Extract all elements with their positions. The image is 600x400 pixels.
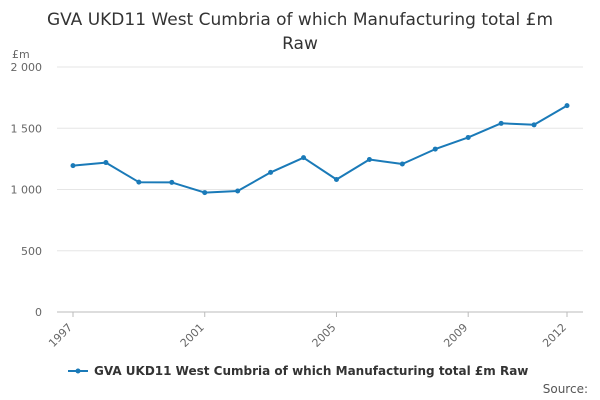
legend[interactable]: GVA UKD11 West Cumbria of which Manufact… (68, 364, 528, 378)
x-tick-label: 1997 (46, 321, 75, 350)
x-tick-label: 2009 (441, 321, 470, 350)
x-tick-label: 2012 (540, 321, 569, 350)
y-tick-label: 1 500 (11, 122, 43, 135)
y-tick-label: 0 (35, 306, 42, 319)
data-point (432, 146, 438, 152)
data-point (103, 160, 109, 166)
data-point (301, 155, 307, 161)
legend-series-label: GVA UKD11 West Cumbria of which Manufact… (94, 364, 529, 378)
x-tick-label: 2001 (178, 321, 207, 350)
data-point (202, 190, 208, 196)
data-point (564, 103, 570, 109)
data-point (399, 161, 405, 167)
data-point (268, 169, 274, 175)
x-tick-label: 2005 (310, 321, 339, 350)
data-point (333, 176, 339, 182)
data-point (498, 120, 504, 126)
y-axis-unit-label: £m (12, 48, 30, 61)
data-point (136, 179, 142, 185)
data-point (531, 122, 537, 128)
y-tick-label: 1 000 (11, 184, 43, 197)
legend-line-marker-icon (68, 368, 88, 374)
data-point (465, 134, 471, 140)
data-point (235, 188, 241, 194)
data-point (366, 156, 372, 162)
data-point (70, 163, 76, 169)
y-tick-label: 500 (21, 245, 42, 258)
y-tick-label: 2 000 (11, 61, 43, 74)
chart-title: GVA UKD11 West Cumbria of which Manufact… (46, 10, 554, 54)
series-line (72, 104, 568, 194)
source-label: Source: (542, 382, 588, 396)
data-point (169, 179, 175, 185)
